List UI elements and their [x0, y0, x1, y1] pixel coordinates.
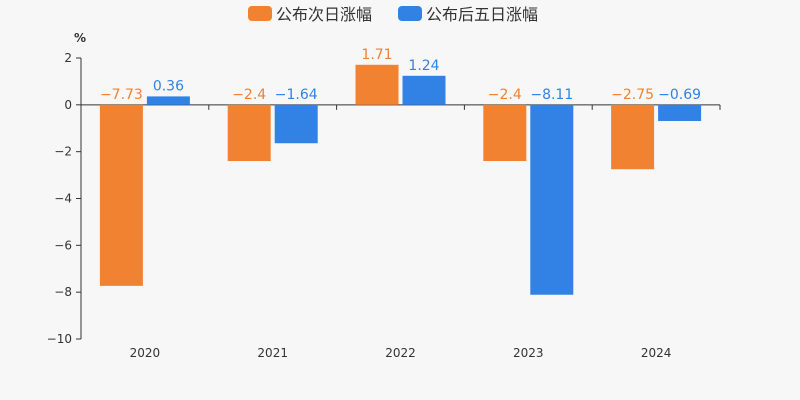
- bar-series1-2023[interactable]: [483, 104, 527, 162]
- data-label: −1.64: [275, 87, 318, 103]
- legend-label-2[interactable]: 公布后五日涨幅: [426, 5, 538, 24]
- x-tick-label: 2022: [385, 346, 416, 360]
- bar-series2-2020[interactable]: [146, 96, 190, 105]
- bar-series1-2021[interactable]: [227, 104, 271, 162]
- data-label: −2.4: [232, 87, 266, 103]
- y-tick-label: −2: [54, 145, 72, 159]
- bar-series1-2022[interactable]: [355, 64, 399, 105]
- bar-series2-2023[interactable]: [530, 104, 574, 295]
- data-label: −0.69: [658, 87, 701, 103]
- y-tick-label: −8: [54, 285, 72, 299]
- x-tick-label: 2021: [257, 346, 288, 360]
- data-labels: −7.73 0.36 −2.4 −1.64 1.71 1.24 −2.4 −8.11 −2.75…: [100, 47, 701, 103]
- data-label: 0.36: [153, 78, 184, 94]
- data-label: 1.71: [361, 47, 392, 63]
- legend-swatch-2[interactable]: [398, 6, 422, 21]
- legend-label-1[interactable]: 公布次日涨幅: [276, 5, 372, 24]
- bar-series2-2024[interactable]: [658, 104, 702, 121]
- bar-series2-2021[interactable]: [274, 104, 318, 144]
- y-tick-label: 2: [64, 51, 72, 65]
- bars: [99, 64, 702, 295]
- x-tick-label: 2023: [513, 346, 544, 360]
- y-tick-label: 0: [64, 98, 72, 112]
- legend: 公布次日涨幅 公布后五日涨幅: [248, 5, 538, 24]
- data-label: 1.24: [408, 58, 439, 74]
- data-label: −2.4: [488, 87, 522, 103]
- y-tick-label: −6: [54, 238, 72, 252]
- bar-series1-2024[interactable]: [611, 104, 655, 170]
- y-axis-unit: %: [74, 31, 86, 45]
- bar-series2-2022[interactable]: [402, 75, 446, 105]
- legend-swatch-1[interactable]: [248, 6, 272, 21]
- data-label: −8.11: [530, 87, 573, 103]
- data-label: −7.73: [100, 87, 143, 103]
- y-axis: 2 0 −2 −4 −6 −8 −10: [47, 51, 82, 346]
- y-tick-label: −4: [54, 192, 72, 206]
- x-tick-label: 2020: [130, 346, 161, 360]
- x-tick-label: 2024: [641, 346, 672, 360]
- bar-series1-2020[interactable]: [99, 104, 143, 286]
- y-tick-label: −10: [47, 332, 72, 346]
- data-label: −2.75: [611, 87, 654, 103]
